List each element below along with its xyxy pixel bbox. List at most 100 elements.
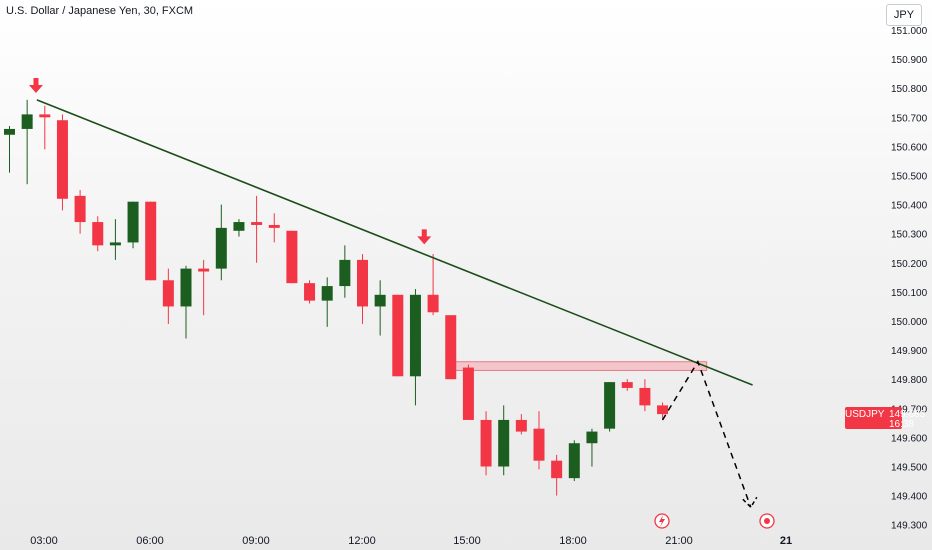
candle	[339, 245, 351, 298]
candle-body	[304, 283, 316, 301]
arrow-down-icon	[417, 229, 432, 245]
candle	[321, 277, 333, 327]
candle	[92, 216, 104, 252]
markers-layer	[28, 78, 432, 245]
candle	[374, 280, 386, 336]
candle-body	[321, 286, 333, 301]
candle-body	[92, 222, 104, 246]
projection-arrowhead	[742, 496, 758, 509]
candle-body	[198, 268, 210, 272]
projection-path[interactable]	[661, 360, 752, 508]
candle	[427, 254, 439, 316]
candle-body	[74, 195, 86, 223]
currency-button[interactable]: JPY	[886, 4, 922, 26]
price-tick: 149.700	[891, 404, 928, 415]
candle	[56, 114, 68, 211]
candle	[268, 213, 280, 243]
candle-body	[233, 222, 245, 231]
candle-body	[586, 431, 598, 444]
price-tick: 149.600	[891, 433, 928, 444]
candle-body	[462, 367, 474, 420]
resistance-zone-layer	[453, 361, 708, 371]
last-price-tag: USDJPY 149.683 16:38	[845, 407, 925, 430]
candle	[392, 294, 404, 377]
price-tick: 151.000	[891, 26, 928, 37]
price-tick: 149.500	[891, 463, 928, 474]
candle-body	[357, 259, 368, 307]
candle	[357, 254, 368, 324]
candle	[639, 379, 651, 412]
price-tick: 150.900	[891, 55, 928, 66]
candle-body	[180, 268, 192, 307]
candle	[568, 440, 580, 482]
candle-body	[374, 294, 386, 307]
candle-body	[639, 387, 651, 406]
price-tick: 150.100	[891, 288, 928, 299]
time-axis: 03:00 06:00 09:00 12:00 15:00 18:00 21:00 21	[30, 535, 792, 547]
candle	[586, 428, 598, 467]
price-tick: 149.900	[891, 346, 928, 357]
candle-body	[56, 120, 68, 199]
price-tick: 150.800	[891, 84, 928, 95]
candle	[21, 99, 33, 185]
time-tick: 03:00	[30, 535, 58, 547]
projection-layer	[661, 360, 758, 509]
candle-body	[127, 201, 139, 243]
candle	[215, 204, 227, 281]
price-axis: 151.000 150.900 150.800 150.700 150.600 150.5…	[891, 26, 928, 532]
candle	[251, 195, 263, 263]
candle-body	[4, 128, 15, 135]
trendline[interactable]	[36, 99, 753, 386]
candle	[657, 402, 669, 420]
candle	[127, 201, 139, 249]
time-tick: 12:00	[348, 535, 376, 547]
candle	[462, 364, 474, 420]
price-tag-symbol: USDJPY	[845, 409, 885, 420]
candle-body	[21, 114, 33, 129]
candle	[445, 315, 457, 380]
flash-icon[interactable]	[654, 513, 670, 529]
candle	[498, 405, 510, 476]
candle	[304, 280, 316, 304]
candle-body	[427, 294, 439, 313]
price-tag-value: 149.683	[889, 409, 926, 420]
candle-body	[604, 382, 616, 429]
candle-body	[145, 201, 157, 281]
candle-body	[657, 405, 669, 415]
candle	[515, 414, 527, 435]
candle	[39, 105, 51, 150]
price-tag-countdown: 16:38	[889, 419, 915, 430]
time-tick: 06:00	[136, 535, 164, 547]
candle-body	[339, 259, 351, 287]
candle	[233, 219, 245, 237]
candle-body	[480, 419, 492, 467]
candles-layer	[4, 99, 669, 496]
candle-body	[515, 419, 527, 432]
candle	[621, 379, 633, 391]
candle	[533, 411, 545, 470]
price-tick: 150.600	[891, 142, 928, 153]
chart-title: U.S. Dollar / Japanese Yen, 30, FXCM	[6, 5, 194, 17]
candle	[74, 190, 86, 234]
price-tick: 149.300	[891, 521, 928, 532]
price-tick: 149.800	[891, 375, 928, 386]
time-tick: 21:00	[665, 535, 693, 547]
candle-body	[568, 443, 580, 479]
candle	[145, 201, 157, 281]
arrow-down-icon	[28, 78, 43, 94]
resistance-zone[interactable]	[453, 361, 708, 371]
candle	[109, 219, 121, 260]
candle	[409, 288, 421, 406]
time-tick: 21	[780, 535, 792, 547]
candle-body	[109, 242, 121, 246]
candle	[604, 382, 616, 432]
candle-body	[392, 294, 404, 377]
candle-body	[621, 382, 633, 388]
trendline-layer	[36, 99, 753, 386]
candle-body	[286, 230, 298, 284]
target-icon[interactable]	[759, 513, 775, 529]
candle-body	[409, 294, 421, 377]
price-tick: 150.000	[891, 317, 928, 328]
candle	[551, 454, 563, 496]
